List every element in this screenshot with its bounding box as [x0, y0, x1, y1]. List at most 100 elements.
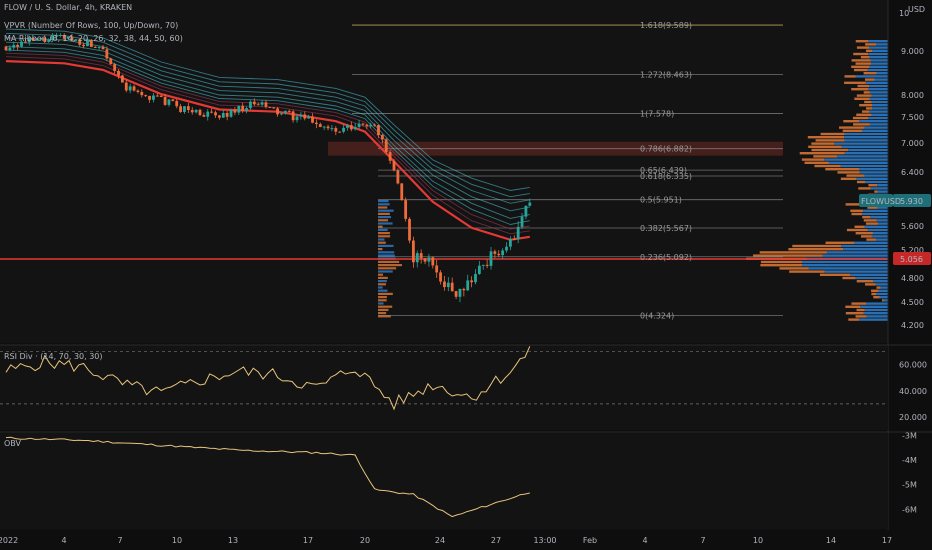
volume-profile-bar: [879, 296, 888, 299]
volume-profile-bar: [801, 260, 888, 264]
level-price-badge: [893, 252, 931, 265]
volume-profile-bar: [844, 139, 888, 142]
candle-body: [152, 95, 155, 100]
volume-profile-bar: [855, 276, 888, 280]
candle-body: [43, 37, 47, 42]
candle-body: [450, 282, 454, 292]
time-axis[interactable]: 2022 4 7 10 13 17 20 24 27 13:00 Feb 4 7 10 14 17: [0, 530, 932, 550]
volume-profile-bar: [876, 292, 888, 296]
volume-profile-bar: [870, 187, 888, 190]
candle-body: [159, 95, 163, 97]
volume-profile-bar: [869, 91, 888, 94]
fib-level-label: 0.5(5.951): [640, 196, 682, 205]
candle-body: [124, 82, 128, 91]
candle-body: [377, 124, 380, 136]
candle-body: [322, 126, 326, 128]
candle-body: [326, 126, 330, 129]
candle-body: [179, 106, 182, 113]
candle-body: [256, 104, 260, 106]
volume-profile-bar: [845, 312, 864, 315]
candle-body: [419, 253, 423, 259]
time-tick-label: 17: [882, 536, 892, 545]
moving-average-line: [5, 32, 530, 198]
candle-body: [485, 264, 489, 266]
candle-body: [229, 109, 233, 117]
volume-profile-bar: [846, 228, 868, 232]
volume-profile-bar: [864, 78, 875, 81]
candle-body: [272, 107, 276, 109]
time-tick-label: 14: [826, 536, 836, 545]
session-profile-bar: [378, 286, 383, 289]
moving-average-line: [5, 28, 530, 191]
volume-profile-bar: [856, 280, 874, 283]
session-profile-bar: [378, 296, 387, 299]
session-profile-bar: [378, 241, 386, 244]
volume-profile-bar: [868, 52, 888, 56]
candle-body: [512, 238, 516, 240]
rsi-legend[interactable]: RSI Div · (14, 70, 30, 30): [4, 352, 103, 361]
session-profile-bar: [378, 203, 390, 206]
volume-profile-bar: [844, 81, 866, 84]
candle-body: [8, 47, 12, 51]
volume-profile-bar: [868, 40, 888, 43]
volume-profile-bar: [853, 123, 870, 126]
volume-profile-bar: [855, 75, 888, 78]
candle-body: [505, 246, 508, 251]
volume-profile-bar: [872, 49, 888, 52]
candle-body: [516, 226, 520, 240]
volume-profile-bar: [866, 315, 888, 318]
volume-profile-bar: [880, 286, 888, 289]
volume-profile-bar: [841, 244, 888, 248]
candle-body: [186, 106, 190, 111]
candle-body: [198, 109, 202, 116]
candle-body: [346, 125, 349, 128]
volume-profile-bar: [878, 289, 888, 292]
symbol-legend[interactable]: FLOW / U. S. Dollar, 4h, KRAKEN: [4, 3, 133, 12]
obv-tick-label: -5M: [902, 481, 917, 490]
volume-profile-bar: [854, 97, 870, 100]
volume-profile-bar: [844, 75, 856, 78]
candle-body: [39, 37, 43, 39]
candle-body: [93, 46, 97, 48]
session-profile-bar: [378, 216, 392, 219]
volume-profile-bar: [867, 116, 888, 120]
volume-profile-bar: [807, 136, 845, 139]
candle-body: [276, 108, 279, 115]
session-profile-bar: [378, 273, 384, 276]
candle-body: [66, 36, 70, 39]
volume-profile-bar: [842, 276, 856, 280]
price-tick-label: 5.600: [901, 222, 924, 231]
volume-profile-bar: [848, 148, 888, 152]
volume-profile-bar: [822, 254, 888, 257]
volume-profile-bar: [873, 296, 880, 299]
candle-body: [70, 36, 74, 41]
time-tick-label: 13: [228, 536, 238, 545]
candle-body: [194, 109, 198, 113]
volume-profile-bar: [864, 100, 872, 104]
candle-body: [233, 109, 237, 113]
volume-profile-bar: [863, 209, 888, 212]
volume-profile-bar: [855, 232, 873, 235]
session-profile-bar: [378, 283, 386, 286]
volume-profile-bar: [811, 148, 849, 152]
volume-profile-bar: [866, 238, 876, 241]
last-price-label: 5.930: [900, 197, 923, 206]
volume-profile-bar: [852, 116, 868, 120]
candle-body: [206, 111, 210, 117]
session-profile-bar: [378, 270, 393, 273]
ma-ribbon-legend[interactable]: MA Ribbon (8, 14, 20, 26, 32, 38, 44, 50…: [4, 34, 183, 43]
candle-body: [311, 116, 314, 123]
price-tick-label: 5.200: [901, 246, 924, 255]
candle-body: [443, 281, 446, 288]
vpvr-legend[interactable]: VPVR (Number Of Rows, 100, Up/Down, 70): [4, 21, 179, 30]
last-price-badge: [893, 194, 931, 207]
candle-body: [210, 111, 214, 113]
candle-body: [175, 100, 179, 107]
volume-profile-bar: [869, 110, 888, 113]
session-profile-bar: [378, 308, 389, 311]
price-axis[interactable]: 9.000 8.000 7.500 7.000 6.400 5.600 5.200 4.800…: [859, 0, 931, 550]
candle-body: [252, 101, 256, 105]
obv-legend[interactable]: OBV: [4, 439, 22, 448]
volume-profile-bar: [871, 107, 888, 110]
